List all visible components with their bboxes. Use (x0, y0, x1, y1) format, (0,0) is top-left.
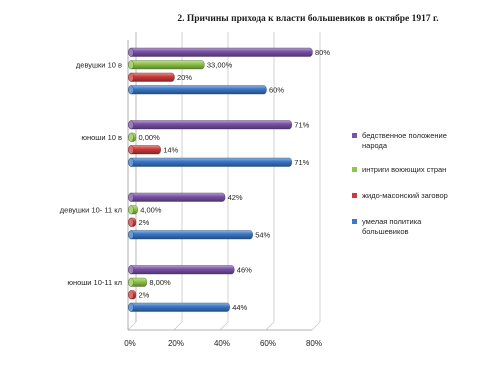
bar-cap (128, 72, 134, 82)
data-label: 20% (177, 73, 192, 82)
bar-cap (128, 265, 134, 275)
bar-cap (128, 290, 134, 300)
data-label: 60% (269, 85, 284, 94)
data-label: 44% (232, 303, 247, 312)
data-label: 14% (163, 145, 178, 154)
data-label: 0,00% (139, 133, 161, 142)
legend-label: бедственное положение народа (362, 131, 447, 150)
bar (128, 157, 292, 167)
bar-cap (128, 132, 134, 142)
chart-title: 2. Причины прихода к власти большевиков … (177, 13, 438, 24)
gridline-floor (173, 321, 183, 331)
bar-cap (128, 230, 134, 240)
legend-swatch (352, 133, 357, 138)
category-label: юноши 10-11 кл (67, 278, 122, 287)
bar (128, 265, 235, 275)
category-labels: девушки 10 в юноши 10 в девушки 10- 11 кл ю… (60, 61, 122, 287)
bar-cap (128, 277, 134, 287)
x-tick-labels: 0% 20% 40% 60% 80% (124, 339, 322, 348)
bar-cap (128, 192, 134, 202)
bar-cap (128, 145, 134, 155)
data-label: 71% (294, 120, 309, 129)
data-label: 2% (139, 218, 150, 227)
data-label: 33,00% (207, 60, 233, 69)
data-label: 4,00% (140, 205, 162, 214)
data-label: 8,00% (149, 278, 171, 287)
x-tick-label: 0% (124, 339, 136, 348)
legend-label: интриги воюющих стран (362, 165, 446, 174)
bar (128, 47, 313, 57)
bar-cap (128, 217, 134, 227)
bar-cap (128, 47, 134, 57)
legend-swatch (352, 167, 357, 172)
bar (128, 230, 253, 240)
bar-cap (128, 120, 134, 130)
bar-cap (128, 60, 134, 70)
bar-cap (128, 85, 134, 95)
category-label: юноши 10 в (81, 133, 122, 142)
bar (128, 192, 226, 202)
bar-cap (128, 205, 134, 215)
x-tick-label: 20% (168, 339, 184, 348)
legend-label: умелая политика большевиков (362, 217, 422, 236)
gridline-floor (311, 321, 321, 331)
legend: бедственное положение народа интриги воюющ… (352, 131, 448, 236)
data-label: 46% (237, 265, 252, 274)
data-label: 80% (315, 48, 330, 57)
bar (128, 60, 205, 70)
x-tick-label: 60% (260, 339, 276, 348)
data-label: 2% (139, 290, 150, 299)
bar (128, 72, 175, 82)
gridline-floor (265, 321, 275, 331)
bar-cap (128, 157, 134, 167)
gridline-floor (127, 321, 137, 331)
data-label: 71% (294, 158, 309, 167)
legend-swatch (352, 193, 357, 198)
category-label: девушки 10 в (76, 61, 122, 70)
legend-swatch (352, 219, 357, 224)
data-label: 42% (228, 193, 243, 202)
bar-series (128, 47, 313, 312)
x-tick-label: 80% (306, 339, 322, 348)
bar-cap (128, 302, 134, 312)
bar (128, 302, 230, 312)
gridline-floor (219, 321, 229, 331)
bar (128, 85, 267, 95)
bar (128, 120, 292, 130)
x-tick-label: 40% (214, 339, 230, 348)
legend-label: жидо-масонский заговор (362, 191, 448, 200)
category-label: девушки 10- 11 кл (60, 206, 122, 215)
data-labels: 80% 33,00% 20% 60% 71% 0,00%14% 71% 42% 4,00% 2% 5… (139, 48, 331, 312)
data-label: 54% (255, 230, 270, 239)
